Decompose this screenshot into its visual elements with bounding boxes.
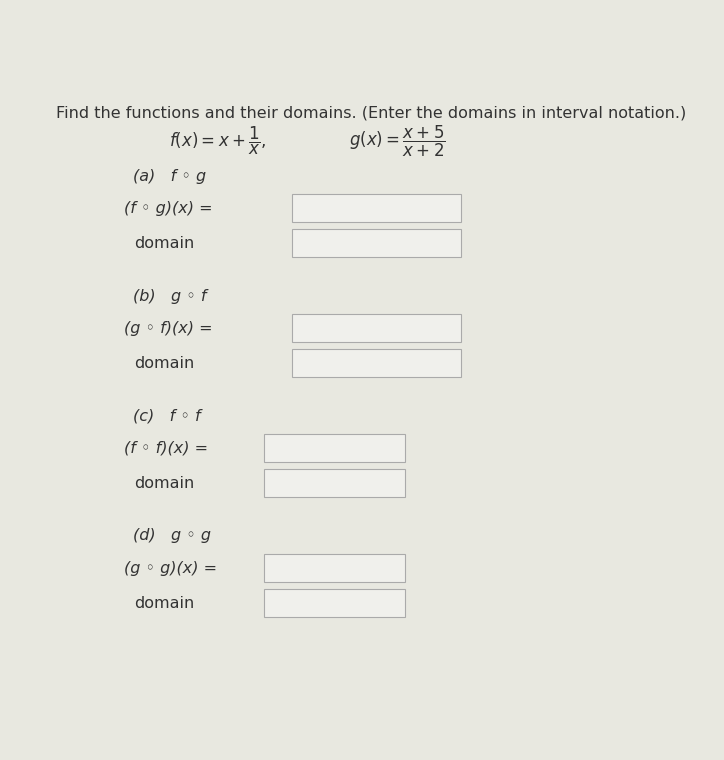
Text: Find the functions and their domains. (Enter the domains in interval notation.): Find the functions and their domains. (E… bbox=[56, 105, 686, 120]
FancyBboxPatch shape bbox=[292, 314, 460, 342]
Text: (g ◦ g)(x) =: (g ◦ g)(x) = bbox=[125, 561, 217, 575]
Text: (g ◦ f)(x) =: (g ◦ f)(x) = bbox=[125, 321, 213, 336]
FancyBboxPatch shape bbox=[264, 434, 405, 462]
FancyBboxPatch shape bbox=[264, 469, 405, 497]
Text: (f ◦ g)(x) =: (f ◦ g)(x) = bbox=[125, 201, 213, 216]
Text: (c)   f ◦ f: (c) f ◦ f bbox=[132, 408, 201, 423]
Text: domain: domain bbox=[134, 476, 195, 491]
Text: (a)   f ◦ g: (a) f ◦ g bbox=[132, 169, 206, 184]
FancyBboxPatch shape bbox=[292, 230, 460, 258]
Text: (d)   g ◦ g: (d) g ◦ g bbox=[132, 528, 211, 543]
Text: domain: domain bbox=[134, 236, 195, 251]
FancyBboxPatch shape bbox=[292, 195, 460, 222]
Text: domain: domain bbox=[134, 596, 195, 611]
FancyBboxPatch shape bbox=[292, 350, 460, 378]
Text: (f ◦ f)(x) =: (f ◦ f)(x) = bbox=[125, 441, 209, 456]
FancyBboxPatch shape bbox=[264, 589, 405, 617]
FancyBboxPatch shape bbox=[264, 554, 405, 582]
Text: $f(x) = x + \dfrac{1}{x},$: $f(x) = x + \dfrac{1}{x},$ bbox=[169, 125, 266, 157]
Text: $g(x) = \dfrac{x + 5}{x + 2}$: $g(x) = \dfrac{x + 5}{x + 2}$ bbox=[349, 123, 445, 159]
Text: (b)   g ◦ f: (b) g ◦ f bbox=[132, 289, 206, 303]
Text: domain: domain bbox=[134, 356, 195, 371]
